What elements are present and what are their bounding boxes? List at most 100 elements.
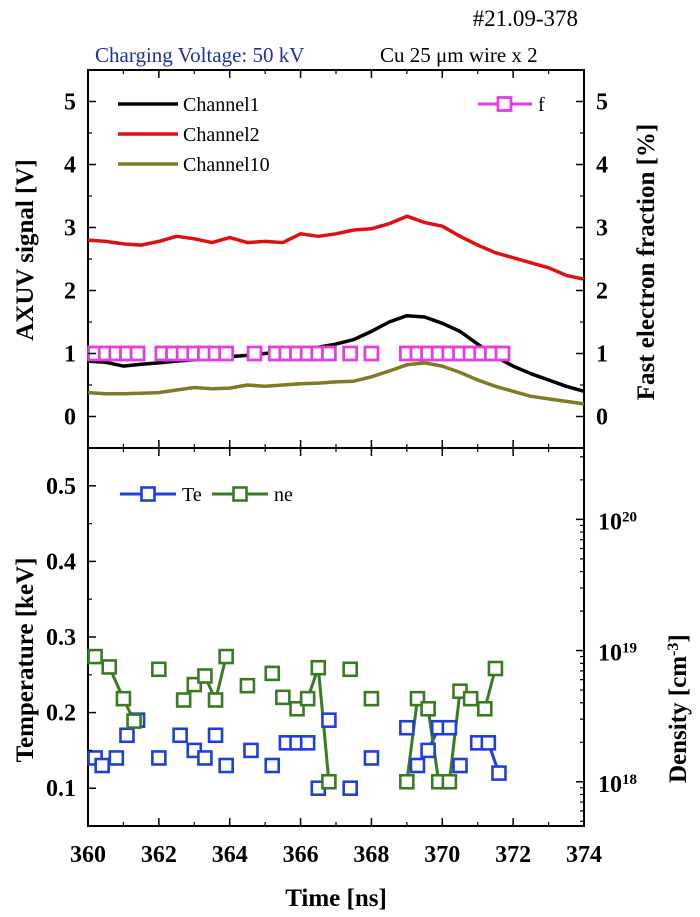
te-point: [480, 735, 497, 751]
top-y2-tick-label: 1: [596, 342, 608, 368]
te-point: [399, 719, 415, 736]
bottom-y-tick-label: 0.4: [46, 549, 76, 575]
ne-point: [175, 692, 192, 708]
top-y2-tick-label: 5: [596, 90, 608, 116]
te-point: [207, 727, 224, 744]
ne-point: [275, 689, 291, 706]
top-y-tick-label: 0: [64, 405, 76, 431]
te-point: [151, 750, 167, 766]
shot-id: #21.09-378: [473, 6, 578, 31]
legend-label-channel10: Channel10: [183, 154, 270, 176]
bottom-y2-axis-title: Density [cm-3]: [665, 634, 693, 783]
ne-point: [115, 690, 132, 707]
bottom-y-tick-label: 0.3: [46, 625, 76, 651]
ne-point: [207, 692, 224, 708]
te-point: [197, 750, 213, 766]
ne-point: [420, 700, 436, 717]
f-point: [321, 345, 337, 362]
legend-label-te: Te: [182, 484, 202, 506]
ne-point: [342, 661, 358, 678]
top-plot-area: Channel1 Channel2 Channel10 f: [87, 94, 585, 406]
te-point: [243, 742, 259, 759]
te-point: [342, 780, 358, 797]
density-label-close: ]: [665, 634, 692, 642]
x-tick-label: 372: [495, 842, 531, 868]
top-y-tick-label: 2: [64, 279, 76, 305]
top-y-tick-label: 4: [64, 153, 76, 179]
legend-marker-f: [496, 96, 513, 112]
ne-connector: [405, 698, 419, 782]
x-tick-label: 368: [353, 842, 389, 868]
bottom-y2-tick-label: 1019: [598, 641, 637, 667]
density-label-main: Density [cm: [665, 656, 692, 783]
bottom-y-tick-label: 0.1: [46, 776, 76, 802]
ne-point: [487, 660, 504, 677]
f-point: [342, 345, 359, 362]
te-point: [172, 727, 188, 744]
te-point: [441, 719, 458, 736]
ne-point: [264, 665, 281, 682]
bottom-y-tick-label: 0.2: [46, 701, 76, 727]
f-point: [246, 345, 263, 362]
series-line-channel2: [87, 214, 585, 281]
legend-label-channel1: Channel1: [183, 94, 260, 116]
tick-mantissa: 10: [598, 641, 622, 667]
te-point: [94, 757, 110, 774]
x-tick-label: 364: [212, 842, 248, 868]
te-point: [119, 727, 135, 744]
legend-marker-te: [140, 486, 156, 502]
tick-exponent: 19: [622, 641, 637, 657]
te-point: [452, 757, 468, 774]
x-tick-label: 362: [141, 842, 177, 868]
f-point: [218, 345, 235, 362]
te-point: [108, 750, 125, 766]
tick-exponent: 20: [622, 509, 637, 525]
x-tick-label: 374: [566, 842, 602, 868]
x-tick-label: 360: [70, 842, 106, 868]
te-point: [321, 712, 337, 728]
f-point: [494, 345, 511, 362]
bottom-y2-tick-label: 1020: [598, 509, 637, 535]
te-point: [299, 735, 316, 751]
top-y2-tick-label: 0: [596, 405, 608, 431]
ne-point: [218, 648, 234, 665]
ne-point: [239, 677, 256, 694]
x-tick-label: 366: [283, 842, 319, 868]
top-y2-tick-label: 2: [596, 279, 608, 305]
bottom-y-axis-title: Temperature [keV]: [12, 558, 39, 763]
top-y2-axis-title: Fast electron fraction [%]: [633, 124, 660, 401]
ne-point: [476, 700, 493, 717]
legend-label-ne: ne: [274, 484, 293, 506]
ne-point: [126, 713, 142, 729]
series-line-channel10: [87, 361, 585, 406]
ne-point: [462, 690, 479, 707]
target-label: Cu 25 μm wire x 2: [380, 43, 538, 67]
legend-label-f: f: [538, 94, 545, 116]
bottom-y-tick-label: 0.5: [46, 474, 76, 500]
ne-point: [363, 690, 380, 707]
tick-mantissa: 10: [598, 772, 622, 798]
legend-marker-ne: [232, 486, 248, 502]
ne-connector: [447, 691, 462, 782]
x-tick-label: 370: [424, 842, 460, 868]
tick-mantissa: 10: [598, 509, 622, 535]
top-y2-tick-label: 4: [596, 153, 608, 179]
density-label-exponent: -3: [665, 643, 682, 656]
ne-point: [151, 661, 167, 678]
te-point: [264, 757, 281, 774]
bottom-panel-frame: [87, 447, 585, 827]
f-point: [129, 345, 146, 362]
ne-point: [299, 690, 316, 707]
x-axis-title: Time [ns]: [285, 885, 387, 912]
top-y-tick-label: 3: [64, 216, 76, 242]
te-point: [363, 750, 380, 766]
te-point: [491, 765, 507, 781]
te-point: [218, 757, 234, 774]
top-y2-tick-label: 3: [596, 216, 608, 242]
f-point: [363, 345, 380, 362]
top-y-tick-label: 1: [64, 342, 76, 368]
ne-point: [321, 773, 337, 790]
top-y-axis-title: AXUV signal [V]: [12, 159, 39, 341]
ne-point: [310, 659, 327, 676]
